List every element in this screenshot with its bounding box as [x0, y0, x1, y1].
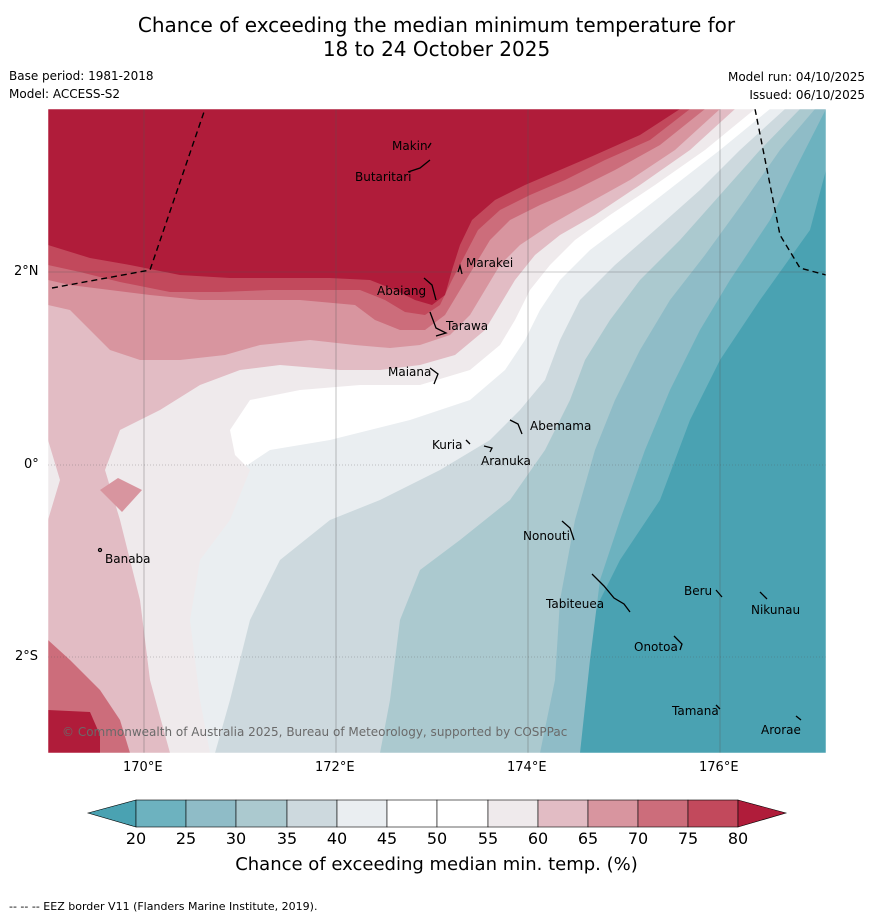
map-frame	[47, 108, 827, 754]
lat-label-2s: 2°S	[15, 649, 39, 664]
colorbar	[86, 799, 788, 828]
island-banaba-outline	[97, 547, 103, 553]
eez-border-east	[754, 109, 826, 276]
eez-border-legend: -- -- -- EEZ border V11 (Flanders Marine…	[9, 900, 318, 913]
place-label-abemama: Abemama	[530, 419, 592, 433]
place-label-aranuka: Aranuka	[481, 454, 531, 468]
place-label-arorae: Arorae	[761, 723, 801, 737]
island-tabiteuea-outline	[591, 573, 631, 613]
lon-label-172: 172°E	[315, 760, 355, 775]
colorbar-label-45: 45	[376, 829, 398, 848]
band-above80	[48, 109, 680, 305]
island-kuria-outline	[465, 439, 471, 445]
island-abemama-outline	[509, 419, 523, 435]
place-label-marakei: Marakei	[466, 256, 514, 270]
island-onotoa-outline	[673, 635, 683, 651]
colorbar-cell-40	[336, 799, 388, 828]
colorbar-cell-30	[235, 799, 288, 828]
place-label-tamana: Tamana	[672, 704, 719, 718]
place-label-beru: Beru	[684, 584, 713, 598]
island-aranuka-outline	[483, 445, 493, 453]
place-label-butaritari: Butaritari	[355, 170, 412, 184]
map-title-line1: Chance of exceeding the median minimum t…	[137, 13, 736, 37]
place-label-nonouti: Nonouti	[523, 529, 570, 543]
colorbar-label-35: 35	[276, 829, 298, 848]
place-label-makin: Makin	[392, 139, 428, 153]
model-run: Model run: 04/10/2025	[727, 70, 865, 84]
graticule	[48, 109, 826, 753]
map-title-line2: 18 to 24 October 2025	[322, 37, 551, 61]
colorbar-label-30: 30	[225, 829, 247, 848]
colorbar-label-40: 40	[326, 829, 348, 848]
colorbar-cell-45	[386, 799, 438, 828]
colorbar-label-60: 60	[527, 829, 549, 848]
lat-label-0: 0°	[24, 457, 39, 472]
colorbar-cell-20	[135, 799, 187, 828]
island-beru-outline	[715, 589, 723, 598]
place-label-onotoa: Onotoa	[634, 640, 678, 654]
colorbar-arrow-high	[737, 799, 788, 828]
map-panel[interactable]	[48, 109, 826, 753]
place-label-tabiteuea: Tabiteuea	[546, 597, 605, 611]
place-label-nikunau: Nikunau	[751, 603, 801, 617]
island-marakei-outline	[457, 263, 463, 275]
colorbar-arrow-low	[86, 799, 137, 828]
lon-label-174: 174°E	[507, 760, 547, 775]
model-name: Model: ACCESS-S2	[9, 87, 121, 101]
colorbar-cell-35	[286, 799, 338, 828]
colorbar-cell-75	[687, 799, 739, 828]
eez-border	[51, 109, 826, 289]
place-label-banaba: Banaba	[105, 552, 151, 566]
colorbar-label-20: 20	[125, 829, 147, 848]
band-65-banaba-patch	[100, 478, 142, 512]
island-nikunau-outline	[759, 591, 768, 600]
issued-date: Issued: 06/10/2025	[749, 88, 865, 102]
place-label-kuria: Kuria	[432, 438, 463, 452]
colorbar-cell-65	[587, 799, 639, 828]
place-label-tarawa: Tarawa	[446, 319, 489, 333]
island-makin-outline	[427, 142, 432, 149]
colorbar-cell-55	[487, 799, 539, 828]
copyright-notice: © Commonwealth of Australia 2025, Bureau…	[62, 725, 568, 739]
colorbar-label-25: 25	[175, 829, 197, 848]
colorbar-label-50: 50	[426, 829, 448, 848]
colorbar-cell-70	[637, 799, 689, 828]
lon-label-170: 170°E	[123, 760, 163, 775]
island-abaiang-outline	[423, 277, 437, 301]
colorbar-label-55: 55	[477, 829, 499, 848]
place-label-maiana: Maiana	[388, 365, 432, 379]
island-arorae-outline	[795, 715, 802, 721]
colorbar-cell-25	[185, 799, 237, 828]
colorbar-label-75: 75	[677, 829, 699, 848]
band-above80-southwest	[48, 710, 100, 753]
islands	[97, 142, 802, 721]
lon-label-176: 176°E	[699, 760, 739, 775]
colorbar-label-80: 80	[727, 829, 749, 848]
island-tamana-outline	[715, 704, 721, 710]
colorbar-cell-50	[436, 799, 489, 828]
island-nonouti-outline	[561, 520, 575, 541]
island-butaritari-outline	[407, 159, 431, 173]
colorbar-label-65: 65	[577, 829, 599, 848]
lat-label-2n: 2°N	[14, 264, 39, 279]
colorbar-cell-60	[537, 799, 589, 828]
eez-border-west	[51, 109, 206, 289]
base-period: Base period: 1981-2018	[9, 69, 154, 83]
colorbar-title: Chance of exceeding median min. temp. (%…	[235, 854, 638, 875]
island-tarawa-outline	[429, 311, 448, 337]
colorbar-label-70: 70	[627, 829, 649, 848]
island-maiana-outline	[429, 367, 439, 385]
place-label-abaiang: Abaiang	[377, 284, 427, 298]
